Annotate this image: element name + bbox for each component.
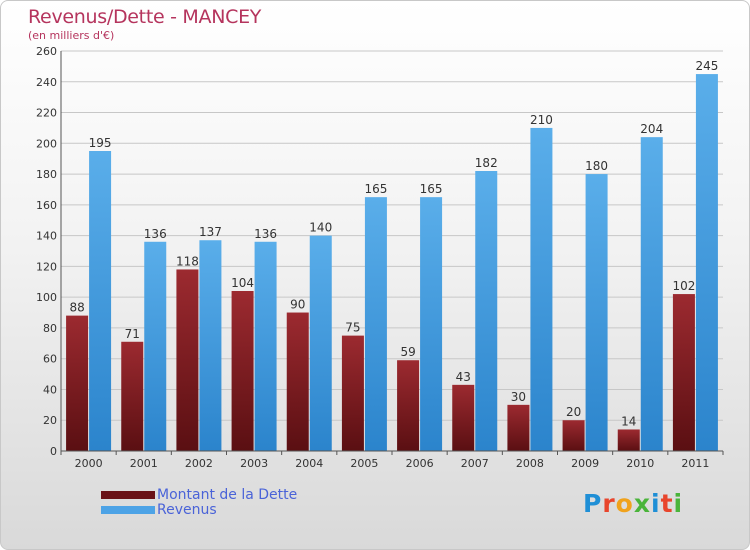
legend-label-debt: Montant de la Dette	[157, 486, 298, 503]
logo-letter: r	[602, 489, 616, 518]
logo-letter: o	[615, 489, 634, 518]
x-tick-label: 2007	[461, 457, 489, 470]
data-label-debt: 75	[345, 321, 360, 335]
bar-revenus	[475, 171, 498, 451]
data-label-debt: 20	[566, 405, 581, 419]
chart-legend: Montant de la Dette Revenus	[101, 486, 298, 518]
legend-item-debt: Montant de la Dette	[101, 486, 298, 503]
chart-subtitle: (en milliers d'€)	[28, 29, 115, 42]
data-label-revenus: 165	[420, 182, 443, 196]
logo-letter: i	[673, 489, 684, 518]
data-label-debt: 30	[511, 390, 526, 404]
legend-item-revenus: Revenus	[101, 501, 297, 518]
y-tick-label: 0	[50, 445, 57, 458]
x-tick-label: 2000	[75, 457, 103, 470]
bar-debt	[617, 429, 640, 451]
data-label-debt: 88	[69, 301, 84, 315]
bar-revenus	[530, 127, 553, 451]
logo-letter: i	[651, 489, 661, 518]
y-tick-label: 140	[36, 230, 57, 243]
bar-revenus	[640, 137, 663, 451]
data-label-debt: 71	[125, 327, 140, 341]
x-tick-label: 2010	[626, 457, 654, 470]
bar-debt	[397, 360, 420, 451]
x-tick-label: 2011	[681, 457, 709, 470]
bar-revenus	[309, 235, 332, 451]
bar-revenus	[695, 74, 718, 452]
data-label-revenus: 180	[585, 159, 608, 173]
y-tick-label: 200	[36, 137, 57, 150]
data-label-debt: 90	[290, 298, 305, 312]
legend-swatch-revenus	[101, 505, 155, 514]
bar-revenus	[89, 151, 112, 451]
data-label-revenus: 137	[199, 225, 222, 239]
bar-revenus	[364, 197, 387, 451]
data-label-revenus: 195	[89, 136, 112, 150]
bar-debt	[507, 404, 530, 451]
bar-debt	[452, 384, 475, 451]
bar-debt	[231, 291, 254, 451]
data-label-debt: 14	[621, 414, 636, 428]
y-tick-label: 160	[36, 199, 57, 212]
x-tick-label: 2005	[350, 457, 378, 470]
x-tick-label: 2002	[185, 457, 213, 470]
x-tick-label: 2008	[516, 457, 544, 470]
bar-debt	[672, 294, 695, 451]
data-label-revenus: 136	[144, 227, 167, 241]
data-label-revenus: 182	[475, 156, 498, 170]
y-tick-label: 220	[36, 107, 57, 120]
bar-revenus	[199, 240, 222, 451]
bar-debt	[341, 335, 364, 451]
data-label-debt: 118	[176, 254, 199, 268]
bar-debt	[176, 269, 199, 451]
bar-revenus	[585, 174, 608, 452]
legend-label-revenus: Revenus	[157, 501, 217, 518]
data-label-revenus: 245	[695, 59, 718, 73]
data-label-revenus: 140	[309, 221, 332, 235]
data-label-revenus: 204	[640, 122, 663, 136]
x-tick-label: 2009	[571, 457, 599, 470]
logo-letter: P	[583, 489, 603, 518]
proxiti-logo: Proxiti	[583, 489, 683, 518]
data-label-revenus: 136	[254, 227, 277, 241]
bar-revenus	[144, 241, 167, 451]
y-tick-label: 180	[36, 168, 57, 181]
x-tick-label: 2001	[130, 457, 158, 470]
y-tick-label: 80	[43, 322, 57, 335]
bar-debt	[66, 315, 89, 451]
data-label-debt: 59	[400, 345, 415, 359]
bar-revenus	[420, 197, 443, 451]
y-tick-label: 60	[43, 353, 57, 366]
data-label-debt: 43	[456, 370, 471, 384]
x-tick-label: 2004	[295, 457, 323, 470]
data-label-debt: 104	[231, 276, 254, 290]
chart-title: Revenus/Dette - MANCEY	[28, 6, 262, 28]
y-tick-label: 100	[36, 291, 57, 304]
y-tick-label: 260	[36, 45, 57, 58]
y-tick-label: 240	[36, 76, 57, 89]
bar-debt	[562, 420, 585, 451]
legend-swatch-debt	[101, 490, 155, 499]
data-label-debt: 102	[672, 279, 695, 293]
y-tick-label: 120	[36, 260, 57, 273]
data-label-revenus: 165	[364, 182, 387, 196]
x-tick-label: 2006	[406, 457, 434, 470]
data-label-revenus: 210	[530, 113, 553, 127]
x-tick-label: 2003	[240, 457, 268, 470]
bar-debt	[286, 312, 309, 451]
bar-revenus	[254, 241, 277, 451]
y-tick-label: 40	[43, 383, 57, 396]
y-tick-label: 20	[43, 414, 57, 427]
logo-letter: x	[633, 489, 651, 518]
bar-debt	[121, 341, 144, 451]
logo-letter: t	[660, 489, 674, 518]
